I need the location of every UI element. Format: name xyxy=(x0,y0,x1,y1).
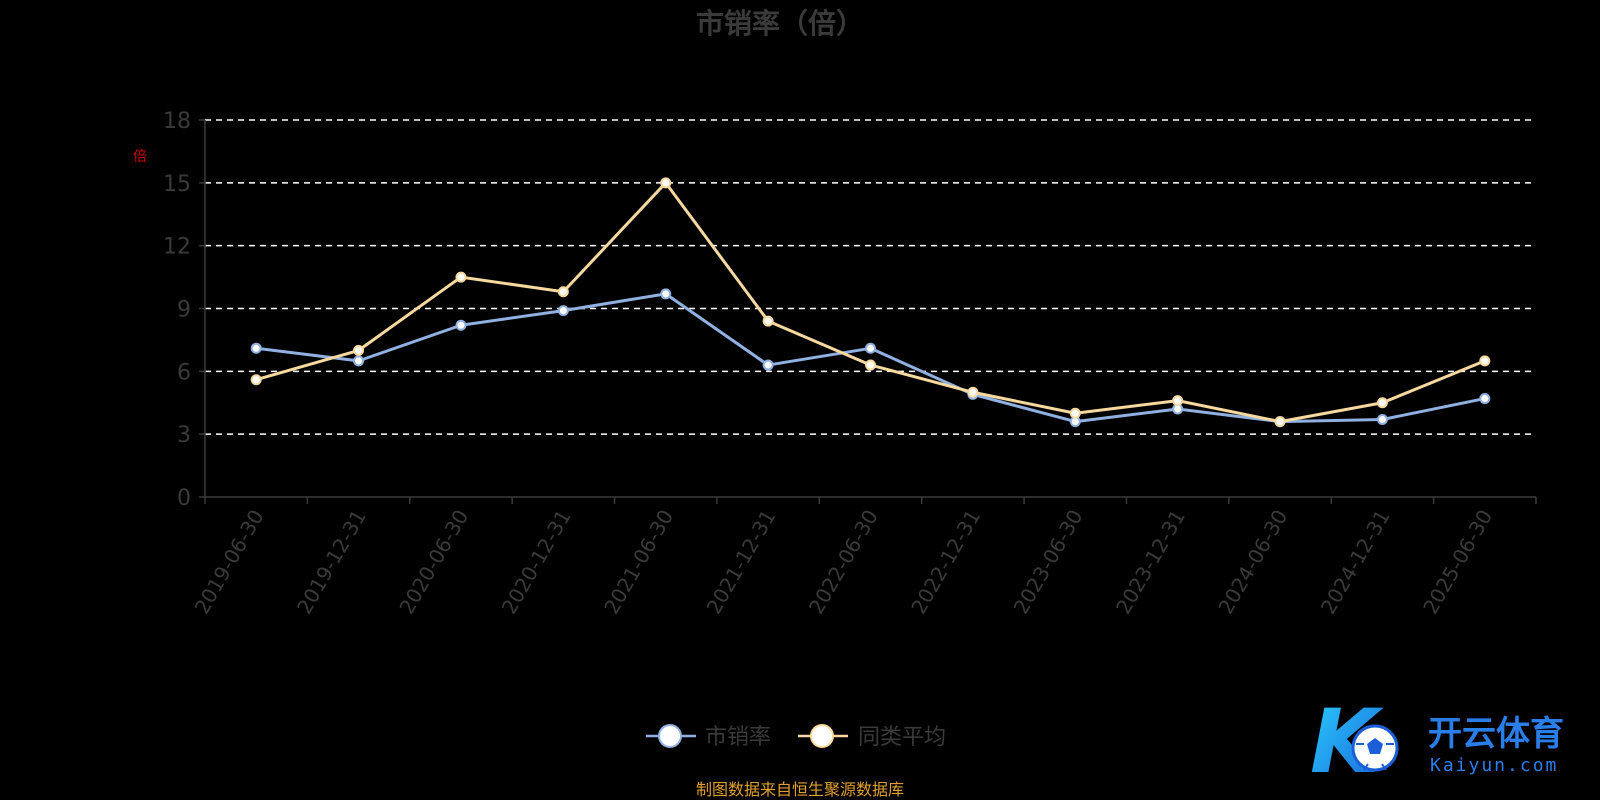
y-tick-label: 15 xyxy=(163,172,191,197)
watermark: K 开云体育 Kaiyun.com xyxy=(1310,690,1564,793)
x-tick-label: 2022-06-30 xyxy=(804,506,883,619)
data-point[interactable] xyxy=(762,359,774,371)
series xyxy=(250,177,1491,428)
legend-label-series-2: 同类平均 xyxy=(858,725,946,750)
grid xyxy=(205,119,1536,435)
data-point[interactable] xyxy=(1172,395,1184,407)
data-point[interactable] xyxy=(557,286,569,298)
data-point[interactable] xyxy=(353,344,365,356)
x-tick-label: 2020-06-30 xyxy=(394,506,473,619)
x-tick-label: 2025-06-30 xyxy=(1418,506,1497,619)
legend-item-series-2[interactable]: 同类平均 xyxy=(798,724,946,750)
source-note: 制图数据来自恒生聚源数据库 xyxy=(696,780,904,799)
data-point[interactable] xyxy=(660,288,672,300)
series-1 xyxy=(250,288,1491,428)
y-tick-label: 12 xyxy=(163,235,191,260)
data-point[interactable] xyxy=(455,319,467,331)
legend[interactable]: 市销率 同类平均 xyxy=(646,724,946,750)
x-tick-label: 2023-06-30 xyxy=(1009,506,1088,619)
x-tick-label: 2021-12-31 xyxy=(702,506,781,619)
data-point[interactable] xyxy=(865,359,876,371)
y-tick-label: 18 xyxy=(163,109,191,134)
x-ticks: 2019-06-30 2019-12-31 2020-06-30 2020-12-31… xyxy=(190,497,1537,619)
kaiyun-logo-icon: K xyxy=(1310,690,1399,793)
data-point[interactable] xyxy=(660,177,672,189)
chart-title: 市销率（倍） xyxy=(696,7,864,40)
data-point[interactable] xyxy=(1376,414,1388,426)
x-tick-label: 2024-12-31 xyxy=(1316,506,1395,619)
legend-marker-series-1 xyxy=(658,724,682,748)
data-point[interactable] xyxy=(1069,407,1081,419)
x-tick-label: 2024-06-30 xyxy=(1213,506,1292,619)
watermark-main-text: 开云体育 xyxy=(1428,714,1564,754)
data-point[interactable] xyxy=(557,305,569,317)
data-point[interactable] xyxy=(1376,397,1388,409)
y-tick-label: 0 xyxy=(177,486,191,511)
legend-marker-series-2 xyxy=(810,724,834,748)
x-tick-label: 2020-12-31 xyxy=(497,506,576,619)
legend-label-series-1: 市销率 xyxy=(705,725,771,750)
x-tick-label: 2019-06-30 xyxy=(190,506,269,619)
series-line-2 xyxy=(255,181,1486,424)
y-tick-label: 6 xyxy=(177,360,191,385)
data-point[interactable] xyxy=(353,355,365,367)
series-2 xyxy=(250,177,1491,428)
legend-item-series-1[interactable]: 市销率 xyxy=(646,724,771,750)
x-tick-label: 2023-12-31 xyxy=(1111,506,1190,619)
data-point[interactable] xyxy=(250,342,262,354)
data-point[interactable] xyxy=(1479,393,1491,405)
data-point[interactable] xyxy=(1274,416,1286,428)
x-tick-label: 2021-06-30 xyxy=(599,506,678,619)
y-axis-label: 倍 xyxy=(133,149,147,165)
y-tick-label: 9 xyxy=(177,298,191,323)
series-line-1 xyxy=(256,292,1486,424)
data-point[interactable] xyxy=(865,342,876,354)
x-tick-label: 2019-12-31 xyxy=(292,506,371,619)
watermark-sub-text: Kaiyun.com xyxy=(1430,755,1558,776)
data-point[interactable] xyxy=(967,386,979,398)
data-point[interactable] xyxy=(455,271,467,283)
y-ticks: 0 3 6 9 12 15 18 xyxy=(163,109,205,511)
data-point[interactable] xyxy=(1479,355,1491,367)
y-tick-label: 3 xyxy=(177,423,191,448)
x-tick-label: 2022-12-31 xyxy=(906,506,985,619)
data-point[interactable] xyxy=(250,374,262,386)
data-point[interactable] xyxy=(762,315,774,327)
